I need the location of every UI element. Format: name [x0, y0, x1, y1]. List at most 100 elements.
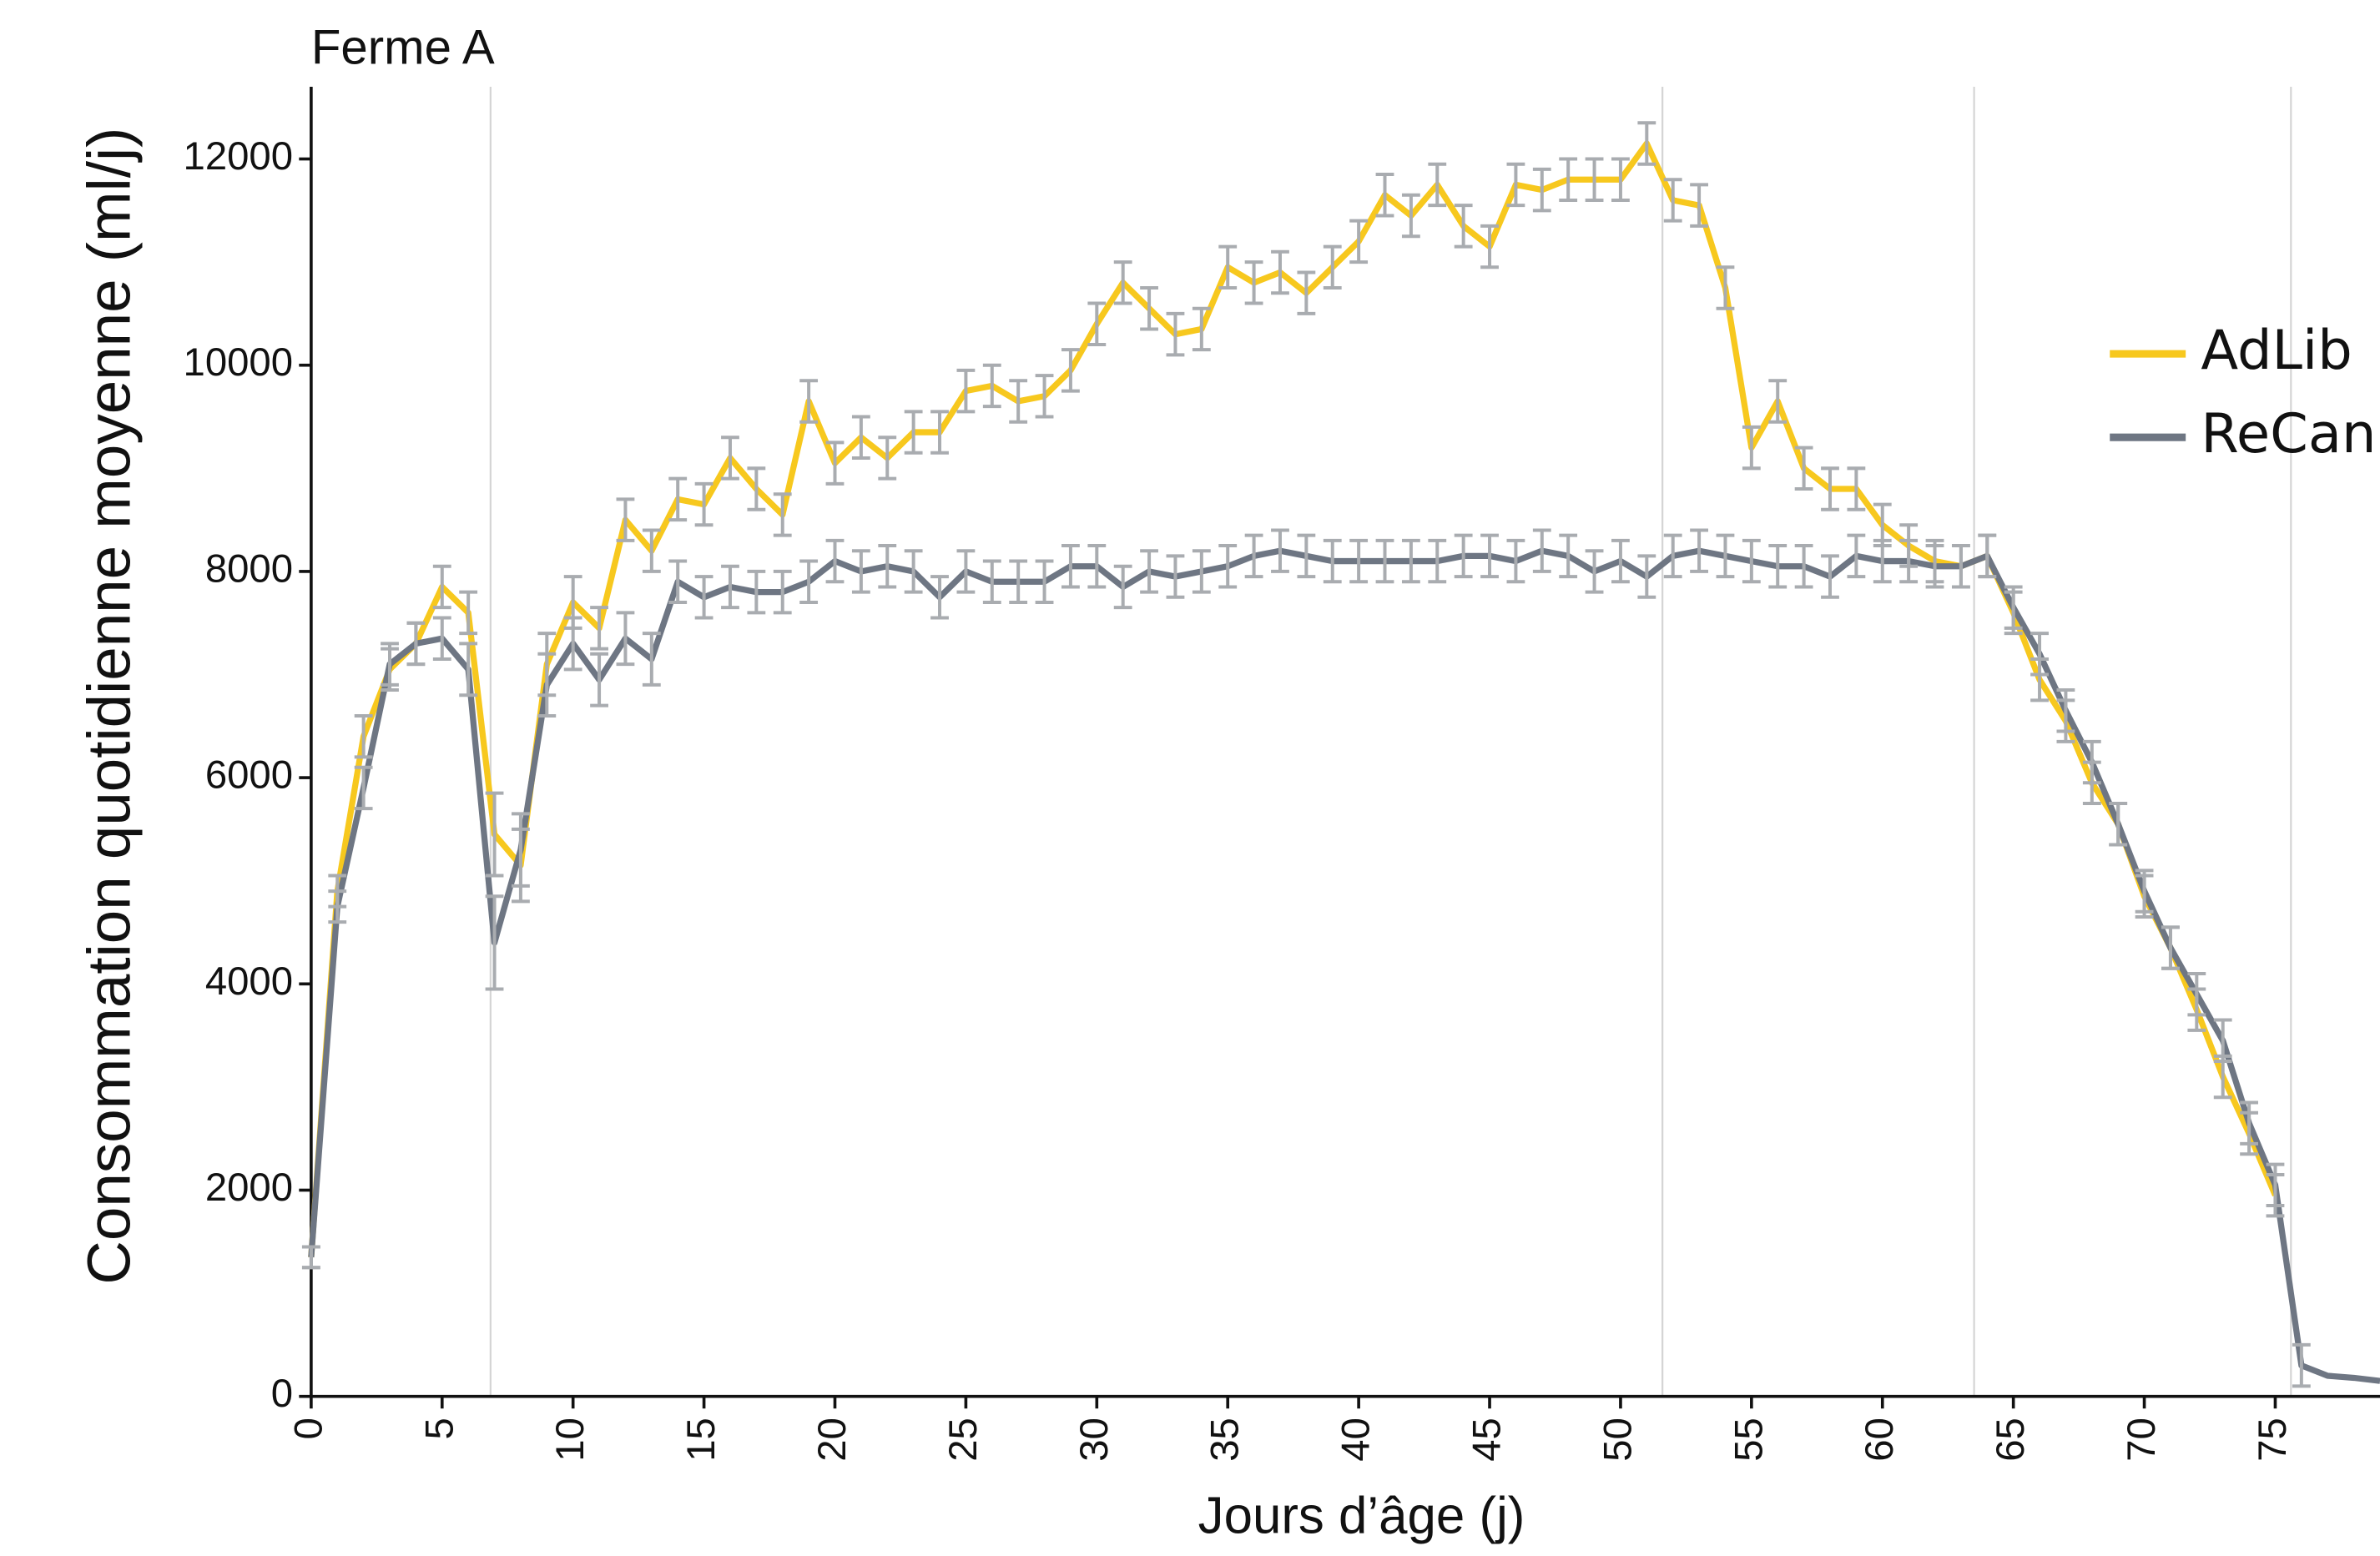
error-bar [2161, 925, 2180, 970]
error-bar [1297, 533, 1316, 579]
y-tick-label: 2000 [205, 1166, 293, 1210]
error-bar [1271, 249, 1289, 295]
error-bar [904, 410, 923, 455]
error-bar [1690, 183, 1708, 228]
error-bar [1087, 301, 1107, 346]
x-tick-label: 30 [1072, 1418, 1117, 1462]
error-bar [1716, 533, 1735, 579]
y-tick-label: 10000 [184, 340, 293, 385]
error-bar [1611, 538, 1630, 584]
error-bar [1401, 193, 1420, 239]
error-bar [1480, 224, 1499, 269]
error-bar [2030, 632, 2049, 677]
x-tick-label: 20 [810, 1418, 855, 1462]
error-bar [1690, 528, 1708, 573]
error-bar [930, 575, 949, 620]
error-bar [1585, 549, 1604, 594]
x-tick-label: 10 [548, 1418, 592, 1462]
error-bar [1009, 379, 1028, 424]
error-bar [2213, 1018, 2232, 1064]
error-bar [1925, 544, 1944, 589]
error-bar [1323, 244, 1342, 290]
error-bar [1428, 538, 1447, 584]
error-bar [2135, 869, 2154, 914]
error-bar [668, 559, 688, 604]
error-bar [1061, 348, 1080, 393]
error-bar [354, 713, 373, 759]
error-bar [2240, 1100, 2259, 1146]
error-bar [747, 569, 766, 615]
error-bar [432, 564, 451, 610]
error-bar [1401, 538, 1420, 584]
error-bar [1035, 374, 1054, 419]
error-bar [485, 894, 504, 991]
x-tick-label: 45 [1465, 1418, 1510, 1462]
error-bar [1637, 554, 1656, 599]
y-tick-label: 8000 [205, 546, 293, 591]
error-bar [1637, 121, 1656, 166]
error-bar [2292, 1342, 2311, 1388]
error-bar [851, 415, 870, 460]
x-tick-label: 5 [417, 1418, 461, 1439]
error-bar [1349, 538, 1369, 584]
error-bar [328, 889, 347, 924]
error-bar [799, 379, 819, 424]
x-tick-label: 60 [1858, 1418, 1902, 1462]
error-bar [1847, 533, 1866, 579]
error-bar [1349, 219, 1369, 264]
error-bar [1166, 554, 1185, 599]
error-bar [1140, 549, 1158, 594]
legend-label: AdLib [2201, 319, 2352, 382]
error-bar [459, 590, 478, 636]
error-bar [590, 652, 608, 708]
error-bar [1663, 178, 1682, 223]
error-bar [301, 1245, 320, 1270]
error-bar [1140, 286, 1158, 331]
y-tick-label: 6000 [205, 753, 293, 798]
error-bar [721, 436, 739, 481]
error-bar [1061, 544, 1080, 589]
error-bar [878, 544, 897, 589]
x-tick-label: 40 [1334, 1418, 1379, 1462]
error-bar [1978, 533, 1997, 579]
error-bar [1375, 173, 1394, 218]
error-bar [1218, 244, 1238, 290]
error-bar [1506, 162, 1525, 208]
error-bar [1794, 544, 1813, 589]
error-bar [1899, 538, 1919, 584]
error-bar [1742, 538, 1761, 584]
error-bar [1821, 466, 1839, 511]
error-bar [2266, 1162, 2285, 1208]
y-tick-label: 0 [271, 1372, 293, 1416]
error-bar [1428, 162, 1447, 208]
x-tick-label: 55 [1727, 1418, 1771, 1462]
error-bar [1821, 554, 1839, 599]
error-bar [485, 791, 504, 878]
error-bar [459, 642, 478, 697]
error-bar [1113, 564, 1132, 610]
error-bar [930, 410, 949, 455]
error-bar [2187, 971, 2206, 1017]
error-bar [1585, 157, 1604, 202]
x-tick-label: 75 [2251, 1418, 2295, 1462]
error-bar [1742, 425, 1761, 471]
error-bar [2109, 802, 2128, 847]
error-bar [406, 621, 426, 667]
error-bar [799, 559, 819, 604]
error-bar [1847, 466, 1866, 511]
error-bar [512, 812, 530, 888]
y-tick-label: 4000 [205, 959, 293, 1004]
error-bar [1375, 538, 1394, 584]
error-bar [642, 528, 661, 573]
error-bar [1559, 157, 1578, 202]
error-bar [1035, 559, 1054, 604]
error-bar [616, 611, 635, 667]
error-bar [825, 538, 845, 584]
error-bar [1323, 538, 1342, 584]
error-bar [2004, 585, 2023, 630]
error-bar [1087, 544, 1107, 589]
error-bar [668, 476, 688, 522]
error-bar [694, 481, 713, 527]
